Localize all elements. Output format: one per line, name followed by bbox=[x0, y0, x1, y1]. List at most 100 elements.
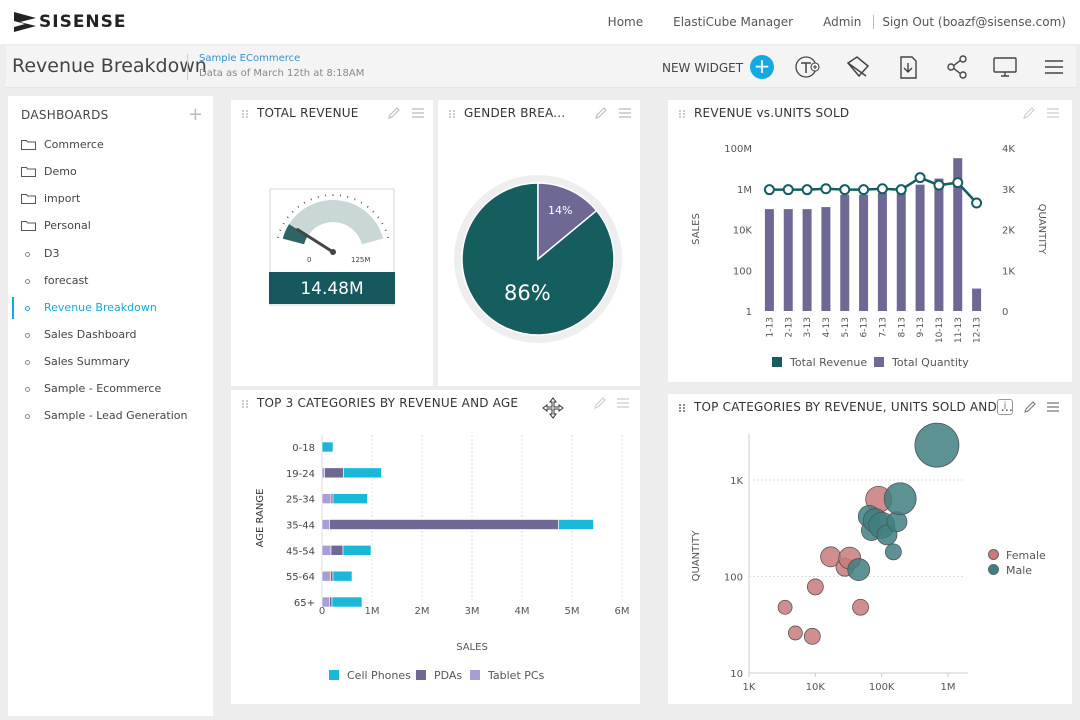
nav-admin-link[interactable]: Admin bbox=[823, 15, 862, 29]
sidebar-item-sales-dashboard[interactable]: Sales Dashboard bbox=[8, 324, 213, 346]
monitor-icon[interactable] bbox=[991, 54, 1019, 80]
sidebar-item-label: import bbox=[44, 192, 81, 205]
bar-segment-cell-phones bbox=[343, 467, 382, 479]
y-tick-label: 10 bbox=[730, 669, 743, 680]
widget-menu-icon[interactable] bbox=[411, 107, 425, 119]
bubble-male bbox=[883, 482, 917, 516]
sidebar-item-personal[interactable]: Personal bbox=[8, 215, 213, 237]
x-tick-label: 3-13 bbox=[803, 317, 813, 337]
new-widget-label[interactable]: NEW WIDGET bbox=[662, 61, 744, 75]
y-tick-label: 19-24 bbox=[286, 469, 315, 480]
drag-handle-icon[interactable] bbox=[241, 399, 249, 409]
nav-elasticube-link[interactable]: ElastiCube Manager bbox=[673, 15, 794, 29]
sidebar-item-import[interactable]: import bbox=[8, 188, 213, 210]
edit-pencil-icon[interactable] bbox=[594, 106, 608, 120]
gauge-max-label: 125M bbox=[351, 256, 370, 264]
new-widget-button[interactable]: + bbox=[750, 55, 774, 79]
revenue-units-chart: 1 100 10K 1M 100M 0 1K 2K 3K 4K 1-13 2-13 3-13 4-13 5-… bbox=[691, 144, 1047, 343]
y-tick-label: 35-44 bbox=[286, 521, 315, 532]
drag-handle-icon[interactable] bbox=[678, 109, 686, 119]
legend-pdas[interactable]: PDAs bbox=[416, 669, 462, 682]
bar-segment-pdas bbox=[324, 467, 344, 479]
legend-total-revenue[interactable]: Total Revenue bbox=[772, 356, 867, 369]
info-button[interactable]: i bbox=[997, 399, 1013, 415]
sidebar-item-revenue-breakdown[interactable]: Revenue Breakdown bbox=[8, 297, 213, 319]
bubble-male bbox=[847, 558, 871, 581]
edit-pencil-icon[interactable] bbox=[1022, 106, 1036, 120]
edit-pencil-icon[interactable] bbox=[387, 106, 401, 120]
sisense-logo[interactable]: SISENSE bbox=[14, 10, 127, 34]
sidebar-item-d3[interactable]: D3 bbox=[8, 243, 213, 265]
sidebar-item-forecast[interactable]: forecast bbox=[8, 270, 213, 292]
gauge-tick bbox=[387, 236, 390, 238]
legend-total-quantity[interactable]: Total Quantity bbox=[874, 356, 969, 369]
point-total-revenue bbox=[876, 183, 888, 195]
filter-tag-icon[interactable] bbox=[844, 54, 872, 80]
legend-swatch bbox=[772, 357, 782, 367]
bar-segment-cell-phones bbox=[332, 570, 353, 582]
gauge-tick bbox=[303, 201, 306, 204]
bar-segment-cell-phones bbox=[342, 545, 372, 556]
share-icon[interactable] bbox=[943, 54, 971, 80]
legend-label: Male bbox=[1006, 564, 1033, 577]
bubble-female bbox=[852, 598, 869, 616]
x-tick-label: 6-13 bbox=[860, 317, 870, 337]
download-icon[interactable] bbox=[894, 54, 922, 80]
bar-segment-cell-phones bbox=[558, 519, 594, 530]
sidebar-item-sample-ecommerce[interactable]: Sample - Ecommerce bbox=[8, 378, 213, 400]
y-tick-label: 1M bbox=[737, 185, 752, 196]
elasticube-name-link[interactable]: Sample ECommerce bbox=[199, 53, 301, 64]
gauge-ticks bbox=[276, 194, 390, 238]
edit-pencil-icon[interactable] bbox=[593, 396, 607, 410]
bar-total-quantity bbox=[972, 288, 982, 311]
gauge-tick bbox=[279, 229, 282, 231]
y-tick-label: 0-18 bbox=[292, 443, 315, 454]
gender-breakdown-widget[interactable]: GENDER BREA... 86% 14% bbox=[438, 100, 640, 386]
gauge-value-box bbox=[269, 272, 395, 304]
sidebar-item-sales-summary[interactable]: Sales Summary bbox=[8, 351, 213, 373]
revenue-gauge: 0 125M 14.48M bbox=[269, 188, 395, 306]
bar-segment-cell-phones bbox=[331, 596, 363, 608]
total-revenue-widget[interactable]: TOTAL REVENUE 0 125M 14.48M bbox=[231, 100, 433, 386]
sidebar-item-commerce[interactable]: Commerce bbox=[8, 134, 213, 156]
categories-bubble-widget[interactable]: TOP CATEGORIES BY REVENUE, UNITS SOLD AN… bbox=[668, 394, 1072, 704]
y2-tick-label: 3K bbox=[1002, 185, 1015, 196]
legend-female[interactable]: Female bbox=[988, 549, 1046, 562]
bubble-female bbox=[787, 625, 803, 641]
bubble-male bbox=[884, 543, 902, 561]
dashboard-dot-icon bbox=[25, 279, 30, 284]
x-tick-label: 5-13 bbox=[841, 317, 851, 337]
drag-handle-icon[interactable] bbox=[448, 109, 456, 119]
sidebar-item-demo[interactable]: Demo bbox=[8, 161, 213, 183]
bar-segment-tablet-pcs bbox=[321, 570, 331, 582]
age-categories-widget[interactable]: TOP 3 CATEGORIES BY REVENUE AND AGE 0 1M 2… bbox=[231, 390, 640, 704]
widget-menu-icon[interactable] bbox=[618, 107, 632, 119]
nav-home-link[interactable]: Home bbox=[607, 15, 644, 29]
edit-pencil-icon[interactable] bbox=[1023, 400, 1037, 414]
bubble-female bbox=[777, 599, 793, 615]
widget-menu-icon[interactable] bbox=[616, 397, 630, 409]
drag-handle-icon[interactable] bbox=[241, 109, 249, 119]
point-total-revenue bbox=[933, 179, 945, 191]
point-total-revenue bbox=[801, 184, 813, 196]
legend-cell-phones[interactable]: Cell Phones bbox=[329, 669, 411, 682]
legend-tablet-pcs[interactable]: Tablet PCs bbox=[470, 669, 544, 682]
sidebar-item-sample-lead-generation[interactable]: Sample - Lead Generation bbox=[8, 405, 213, 427]
legend-label: PDAs bbox=[434, 669, 463, 682]
widget-menu-icon[interactable] bbox=[1046, 401, 1060, 413]
revenue-units-widget[interactable]: REVENUE vs.UNITS SOLD 1 100 10K 1M 100M 0 1K 2K… bbox=[668, 100, 1072, 382]
drag-handle-icon[interactable] bbox=[678, 403, 686, 413]
text-widget-icon[interactable] bbox=[794, 54, 822, 80]
point-total-revenue bbox=[971, 197, 983, 209]
widget-menu-icon[interactable] bbox=[1046, 107, 1060, 119]
sidebar-item-label: forecast bbox=[44, 274, 89, 287]
legend-male[interactable]: Male bbox=[988, 564, 1032, 577]
dashboard-dot-icon bbox=[25, 333, 30, 338]
y-tick-label: 1 bbox=[746, 307, 752, 318]
x-tick-label: 7-13 bbox=[878, 317, 888, 337]
nav-signout-link[interactable]: Sign Out (boazf@sisense.com) bbox=[882, 15, 1066, 29]
add-dashboard-button[interactable]: + bbox=[187, 104, 203, 125]
point-total-revenue bbox=[952, 177, 964, 189]
hamburger-menu-icon[interactable] bbox=[1040, 54, 1068, 80]
bubble-female bbox=[803, 627, 821, 645]
